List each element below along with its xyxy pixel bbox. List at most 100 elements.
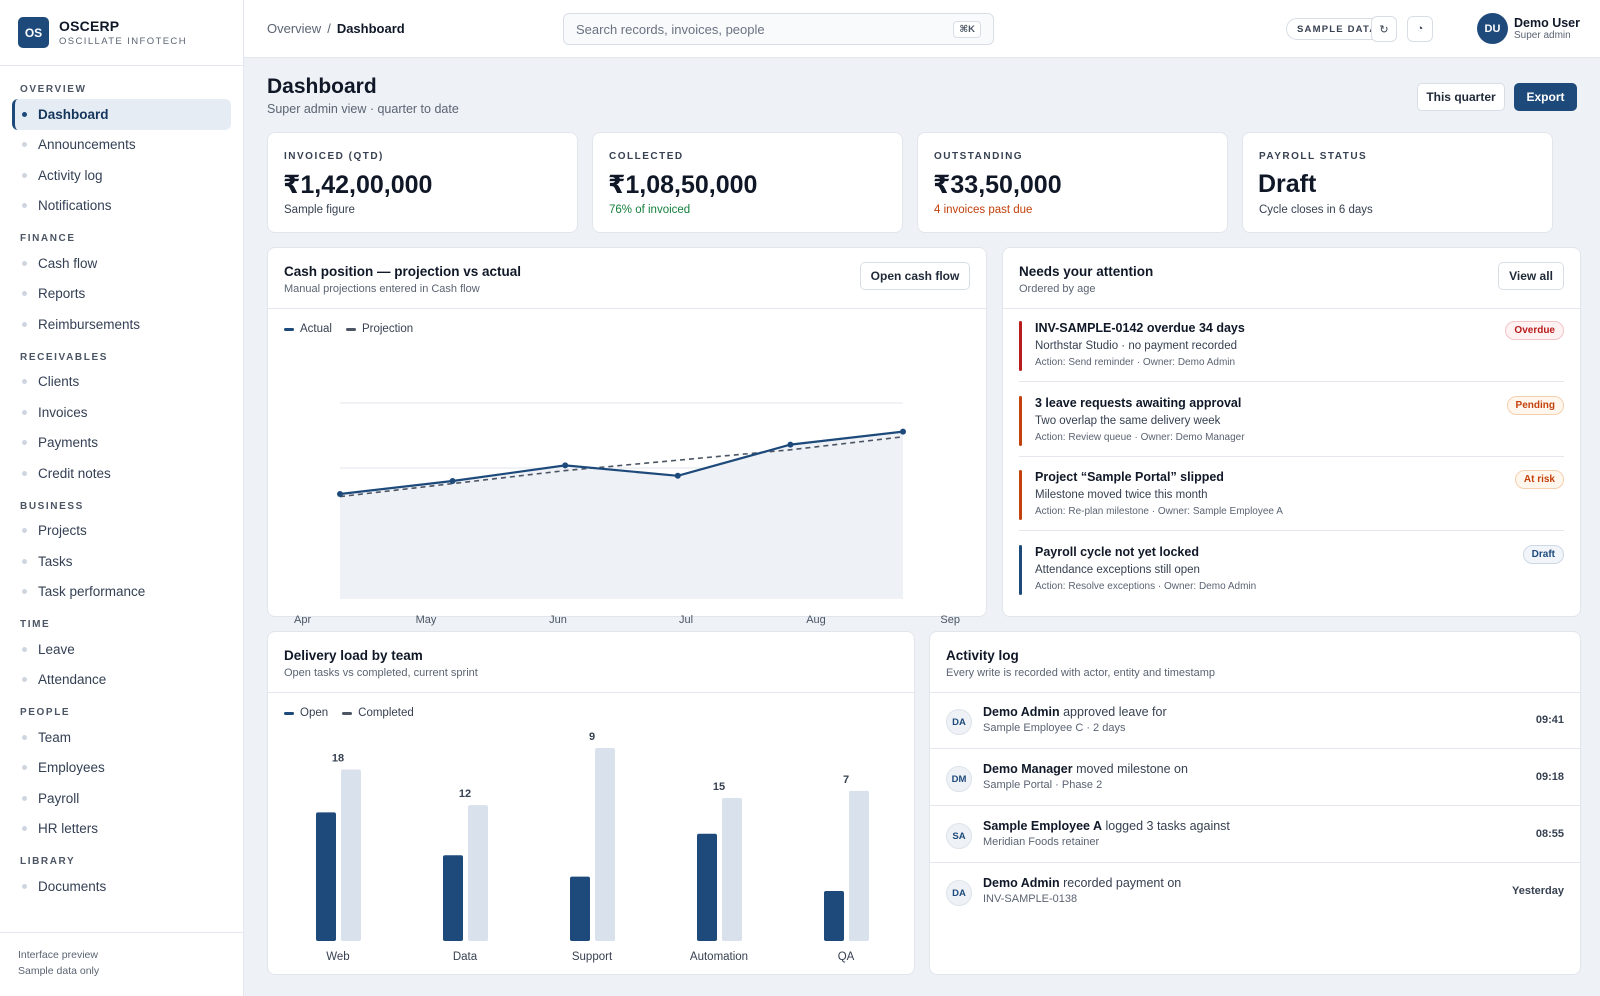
bar-open [443, 855, 463, 941]
theme-toggle-icon[interactable]: ◔ [1407, 16, 1433, 42]
brand[interactable]: OS OSCERP OSCILLATE INFOTECH [0, 0, 243, 66]
activity-row[interactable]: DA Demo Admin approved leave for Sample Em… [930, 693, 1580, 749]
attention-item[interactable]: 3 leave requests awaiting approval Two ov… [1019, 384, 1564, 457]
sidebar-item-payments[interactable]: Payments [12, 428, 231, 459]
bar-data-label: 12 [459, 788, 471, 800]
nav-section-finance: FINANCE [20, 233, 76, 244]
sidebar-item-clients[interactable]: Clients [12, 367, 231, 398]
delivery-load-card: Delivery load by team Open tasks vs comp… [267, 631, 915, 975]
sidebar-item-label: Clients [38, 374, 80, 390]
x-tick-label: Sep [940, 614, 960, 626]
activity-verb: approved leave for [1059, 705, 1167, 719]
attention-item[interactable]: Project “Sample Portal” slipped Milestone… [1019, 458, 1564, 531]
page-header: Dashboard Super admin view · quarter to … [267, 75, 459, 116]
sidebar-item-hr-letters[interactable]: HR letters [12, 814, 231, 845]
status-badge: Pending [1506, 395, 1564, 415]
sidebar-item-notifications[interactable]: Notifications [12, 191, 231, 222]
x-tick-label: Jun [549, 614, 567, 626]
sidebar-item-projects[interactable]: Projects [12, 516, 231, 547]
sidebar-item-label: Announcements [38, 137, 136, 153]
sidebar-item-activity-log[interactable]: Activity log [12, 160, 231, 191]
bullet-icon [22, 379, 27, 385]
export-button[interactable]: Export [1514, 83, 1577, 111]
search-box[interactable]: ⌘K [563, 13, 994, 45]
attention-title: 3 leave requests awaiting approval [1035, 395, 1242, 410]
nav-section-people: PEOPLE [20, 707, 71, 718]
sidebar-item-announcements[interactable]: Announcements [12, 130, 231, 161]
sidebar-item-label: Task performance [38, 584, 146, 600]
sidebar-item-employees[interactable]: Employees [12, 753, 231, 784]
nav-section-library: LIBRARY [20, 856, 76, 867]
x-tick-label: QA [838, 951, 855, 963]
kpi-card-payroll-status: PAYROLL STATUS Draft Cycle closes in 6 day… [1242, 132, 1553, 233]
breadcrumb-overview[interactable]: Overview [267, 21, 322, 36]
activity-time: 08:55 [1535, 828, 1564, 840]
attention-description: Milestone moved twice this month [1035, 489, 1208, 501]
bullet-icon [22, 883, 27, 889]
kpi-card-collected: COLLECTED ₹1,08,50,000 76% of invoiced [592, 132, 903, 233]
nav-section-time: TIME [20, 619, 51, 630]
activity-row[interactable]: SA Sample Employee A logged 3 tasks again… [930, 807, 1580, 863]
refresh-icon[interactable]: ↻ [1371, 16, 1397, 42]
sidebar-item-task-performance[interactable]: Task performance [12, 577, 231, 608]
attention-description: Attendance exceptions still open [1035, 563, 1200, 576]
card-title: Needs your attention [1019, 264, 1154, 279]
activity-detail: Sample Portal · Phase 2 [983, 779, 1103, 791]
view-all-button[interactable]: View all [1498, 262, 1564, 290]
brand-logo: OS [18, 17, 49, 48]
card-title: Cash position — projection vs actual [284, 264, 522, 279]
sidebar-item-cash-flow[interactable]: Cash flow [12, 248, 231, 279]
bullet-icon [22, 470, 27, 476]
actual-point [674, 472, 681, 479]
search-input[interactable] [576, 21, 954, 37]
attention-title: Payroll cycle not yet locked [1035, 544, 1199, 559]
bullet-icon [22, 558, 27, 564]
open-cash-flow-button[interactable]: Open cash flow [860, 262, 970, 290]
activity-actor: Demo Admin [983, 705, 1060, 719]
x-tick-label: Automation [690, 951, 748, 963]
sidebar-item-label: Projects [38, 523, 87, 539]
activity-detail: INV-SAMPLE-0138 [983, 893, 1078, 905]
bullet-icon [22, 172, 27, 178]
sidebar-item-reimbursements[interactable]: Reimbursements [12, 309, 231, 340]
sidebar-item-dashboard[interactable]: Dashboard [12, 99, 231, 130]
sidebar-item-leave[interactable]: Leave [12, 634, 231, 665]
bar-data-label: 7 [843, 774, 849, 786]
avatar: DM [946, 766, 972, 792]
sidebar-item-label: Tasks [38, 553, 73, 569]
sidebar-item-tasks[interactable]: Tasks [12, 546, 231, 577]
severity-bar [1019, 395, 1022, 446]
search-shortcut: ⌘K [953, 20, 981, 38]
breadcrumb: Overview / Dashboard [267, 21, 405, 36]
sidebar-item-team[interactable]: Team [12, 722, 231, 753]
sidebar-item-payroll[interactable]: Payroll [12, 783, 231, 814]
attention-item[interactable]: INV-SAMPLE-0142 overdue 34 days Northstar… [1019, 309, 1564, 382]
sidebar-item-reports[interactable]: Reports [12, 279, 231, 310]
activity-row[interactable]: DA Demo Admin recorded payment on INV-SAMP… [930, 864, 1580, 920]
x-tick-label: Apr [294, 614, 311, 626]
user-menu[interactable]: DU Demo User Super admin [1477, 13, 1580, 44]
cash-position-card: Cash position — projection vs actual Man… [267, 247, 987, 626]
activity-row[interactable]: DM Demo Manager moved milestone on Sample … [930, 750, 1580, 806]
attention-item[interactable]: Payroll cycle not yet locked Attendance e… [1019, 533, 1564, 606]
attention-description: Two overlap the same delivery week [1035, 414, 1221, 427]
sidebar-item-label: Employees [38, 760, 105, 776]
avatar: DU [1477, 13, 1508, 44]
sidebar-item-credit-notes[interactable]: Credit notes [12, 458, 231, 489]
sidebar-item-label: Documents [38, 878, 107, 894]
activity-detail: Sample Employee C · 2 days [983, 722, 1126, 734]
sidebar-item-documents[interactable]: Documents [12, 871, 231, 902]
sidebar-item-label: HR letters [38, 821, 99, 837]
x-tick-label: Aug [806, 614, 826, 626]
activity-detail: Meridian Foods retainer [983, 836, 1100, 848]
sidebar-nav: OVERVIEW Dashboard Announcements Activity l… [0, 66, 243, 908]
sidebar-item-invoices[interactable]: Invoices [12, 397, 231, 428]
bullet-icon [22, 260, 27, 266]
bullet-icon [22, 795, 27, 801]
period-button[interactable]: This quarter [1417, 83, 1505, 111]
sidebar-item-attendance[interactable]: Attendance [12, 665, 231, 696]
activity-time: 09:18 [1535, 771, 1564, 783]
bullet-icon [22, 765, 27, 771]
bullet-icon [22, 111, 27, 117]
sidebar-item-label: Reimbursements [38, 316, 141, 332]
